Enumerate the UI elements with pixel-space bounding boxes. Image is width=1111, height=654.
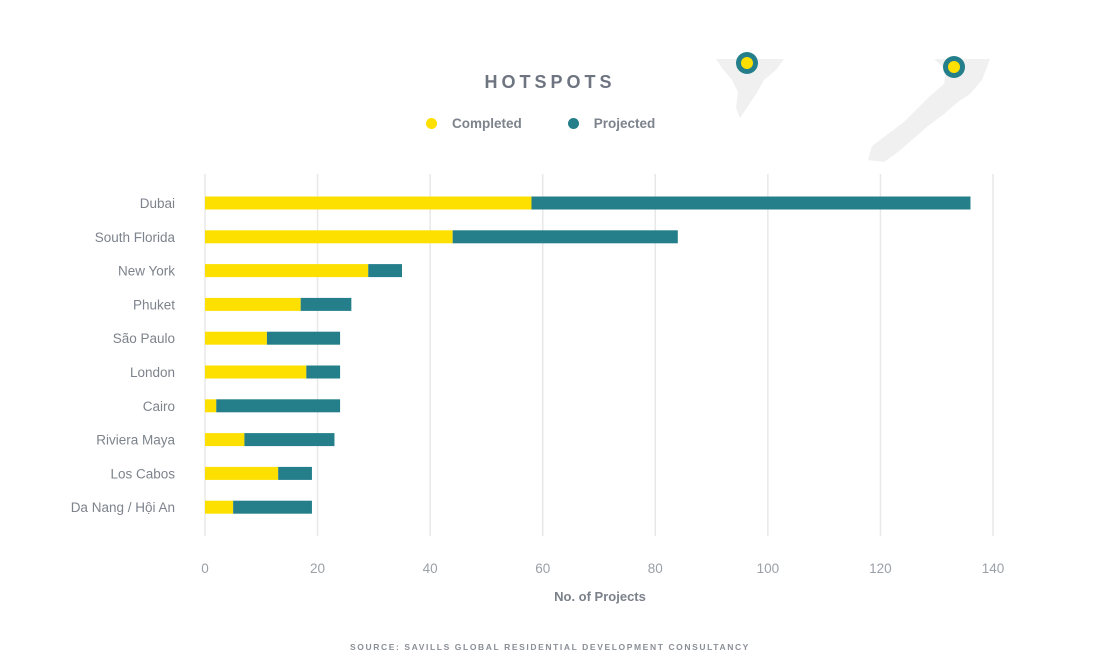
bar-completed [205, 433, 245, 447]
category-label: Dubai [140, 196, 175, 211]
bar-projected [306, 365, 341, 379]
bar-completed [205, 365, 307, 379]
bar-completed [205, 331, 267, 345]
bar-projected [368, 264, 402, 278]
legend-label-projected: Projected [593, 116, 656, 131]
legend-item-projected: Projected [567, 116, 656, 131]
x-tick-label: 120 [869, 561, 892, 576]
category-label: South Florida [95, 230, 176, 245]
map-marker-right [943, 56, 965, 78]
map-landmass-right [868, 59, 990, 162]
x-axis-label: No. of Projects [554, 589, 646, 604]
x-tick-label: 0 [201, 561, 209, 576]
x-tick-label: 100 [757, 561, 780, 576]
x-tick-label: 140 [982, 561, 1005, 576]
bar-projected [531, 196, 971, 210]
x-tick-label: 60 [535, 561, 550, 576]
category-label: Riviera Maya [96, 433, 175, 448]
bar-projected [300, 297, 352, 311]
x-tick-label: 80 [648, 561, 663, 576]
category-label: Phuket [133, 297, 175, 312]
legend-swatch-projected [567, 118, 579, 129]
category-label: New York [118, 264, 175, 279]
category-label: Los Cabos [110, 466, 175, 481]
legend-label-completed: Completed [452, 116, 522, 131]
map-landmass-left [716, 59, 784, 118]
category-label: London [130, 365, 175, 380]
legend-swatch-completed [426, 118, 437, 129]
source-note: SOURCE: SAVILLS GLOBAL RESIDENTIAL DEVEL… [350, 642, 750, 652]
bar-projected [266, 331, 341, 345]
bar-completed [205, 500, 234, 514]
category-label: Da Nang / Hội An [71, 500, 175, 515]
bar-projected [278, 466, 312, 480]
bar-projected [216, 399, 341, 413]
chart-title: HOTSPOTS [484, 72, 616, 92]
bar-completed [205, 264, 369, 278]
x-tick-label: 20 [310, 561, 325, 576]
category-label: Cairo [143, 399, 175, 414]
bar-projected [452, 230, 678, 244]
bar-completed [205, 230, 453, 244]
bar-projected [244, 433, 335, 447]
category-label: São Paulo [113, 331, 175, 346]
bar-projected [233, 500, 312, 514]
x-tick-label: 40 [423, 561, 438, 576]
bar-completed [205, 466, 279, 480]
legend-item-completed: Completed [426, 116, 522, 131]
bar-completed [205, 399, 217, 413]
bar-completed [205, 196, 532, 210]
map-marker-left [736, 52, 758, 74]
bar-completed [205, 297, 301, 311]
legend: Completed Projected [426, 116, 701, 131]
